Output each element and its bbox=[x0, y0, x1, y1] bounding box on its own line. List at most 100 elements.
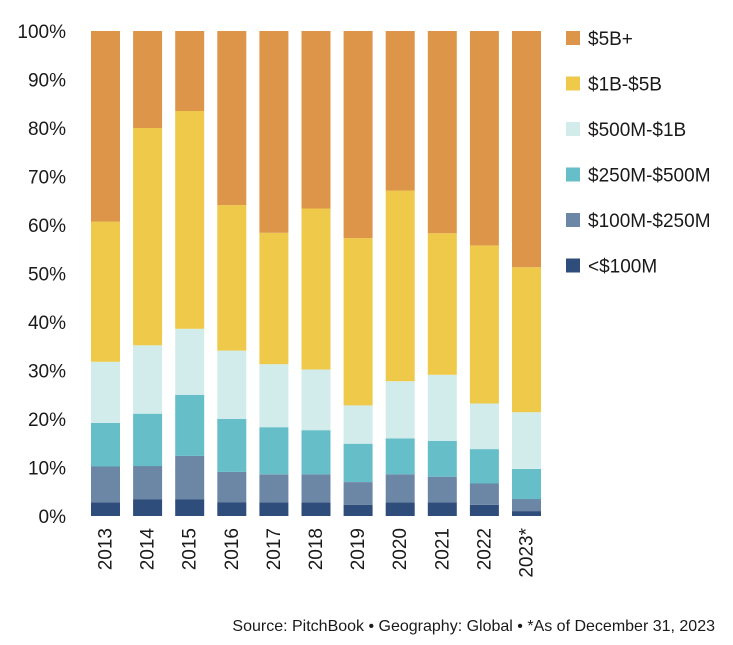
bar-segment bbox=[427, 31, 457, 234]
y-tick-label: 60% bbox=[28, 216, 66, 237]
bar-segment bbox=[259, 364, 289, 428]
x-tick-label: 2016 bbox=[222, 528, 243, 570]
bar-segment bbox=[427, 233, 457, 375]
bar-segment bbox=[385, 31, 415, 191]
bar-segment bbox=[175, 499, 205, 516]
legend-label: <$100M bbox=[588, 257, 657, 278]
bar-segment bbox=[133, 466, 163, 500]
bar-segment bbox=[343, 504, 373, 516]
y-tick-label: 100% bbox=[17, 22, 66, 43]
x-tick-label: 2018 bbox=[306, 528, 327, 570]
legend-label: $5B+ bbox=[588, 29, 633, 50]
bar-segment bbox=[512, 511, 541, 516]
bar-segment bbox=[133, 413, 163, 467]
x-tick-label: 2023* bbox=[517, 527, 538, 577]
bar-segment bbox=[133, 345, 163, 414]
bar-segment bbox=[217, 350, 247, 419]
bar-segment bbox=[259, 474, 289, 503]
y-tick-label: 20% bbox=[28, 410, 66, 431]
bar-segment bbox=[427, 440, 457, 477]
bar-segment bbox=[469, 403, 499, 450]
x-tick-label: 2019 bbox=[348, 528, 369, 570]
bar-segment bbox=[301, 430, 331, 475]
bar-segment bbox=[91, 422, 120, 467]
stacked-bar-chart: 0% 10% 20% 30% 40% 50% 60% 70% 80% 90% 100% 2013 20… bbox=[17, 22, 711, 578]
bar-segment bbox=[217, 502, 247, 516]
bar-segment bbox=[512, 31, 541, 268]
bar-segment bbox=[259, 502, 289, 516]
y-axis: 0% 10% 20% 30% 40% 50% 60% 70% 80% 90% 100% bbox=[17, 22, 66, 528]
y-tick-label: 80% bbox=[28, 119, 66, 140]
y-tick-label: 10% bbox=[28, 459, 66, 480]
bar-segment bbox=[217, 419, 247, 472]
bar-segment bbox=[469, 245, 499, 404]
y-tick-label: 70% bbox=[28, 168, 66, 189]
bar-segment bbox=[343, 31, 373, 239]
x-tick-label: 2015 bbox=[180, 528, 201, 570]
bar-segment bbox=[301, 369, 331, 431]
y-tick-label: 40% bbox=[28, 313, 66, 334]
bar-segment bbox=[512, 267, 541, 413]
x-tick-label: 2021 bbox=[432, 528, 453, 570]
legend-swatch bbox=[566, 213, 580, 227]
legend-swatch bbox=[566, 122, 580, 136]
bar-segment bbox=[133, 128, 163, 346]
bar-segment bbox=[175, 111, 205, 329]
x-tick-label: 2020 bbox=[390, 528, 411, 570]
bar-segment bbox=[385, 190, 415, 382]
bar-segment bbox=[343, 238, 373, 406]
bar-segment bbox=[259, 232, 289, 365]
bar-segment bbox=[427, 476, 457, 503]
bar-segment bbox=[512, 469, 541, 500]
y-tick-label: 90% bbox=[28, 71, 66, 92]
bar-segment bbox=[385, 438, 415, 475]
legend: $5B+ $1B-$5B $500M-$1B $250M-$500M $100M-$25… bbox=[566, 29, 711, 278]
bar-segment bbox=[512, 412, 541, 469]
bar-segment bbox=[259, 31, 289, 233]
y-tick-label: 50% bbox=[28, 265, 66, 286]
bar-segment bbox=[301, 31, 331, 209]
bar-segment bbox=[91, 502, 120, 516]
bar-segment bbox=[91, 361, 120, 423]
bar-segment bbox=[91, 31, 120, 222]
x-tick-label: 2013 bbox=[96, 528, 117, 570]
bar-segment bbox=[301, 502, 331, 516]
legend-label: $100M-$250M bbox=[588, 211, 711, 232]
bar-segment bbox=[385, 381, 415, 439]
bar-segment bbox=[91, 221, 120, 362]
legend-label: $500M-$1B bbox=[588, 120, 686, 141]
bar-segment bbox=[469, 449, 499, 484]
bar-segment bbox=[427, 502, 457, 516]
y-tick-label: 30% bbox=[28, 362, 66, 383]
bar-segment bbox=[385, 502, 415, 516]
bars bbox=[91, 31, 541, 516]
bar-segment bbox=[343, 482, 373, 505]
y-tick-label: 0% bbox=[39, 507, 67, 528]
bar-segment bbox=[217, 205, 247, 351]
x-tick-label: 2014 bbox=[138, 528, 159, 571]
bar-segment bbox=[469, 504, 499, 516]
bar-segment bbox=[469, 483, 499, 505]
legend-label: $250M-$500M bbox=[588, 166, 711, 187]
source-note: Source: PitchBook • Geography: Global • … bbox=[232, 618, 715, 635]
bar-segment bbox=[175, 31, 205, 111]
legend-label: $1B-$5B bbox=[588, 75, 662, 96]
bar-segment bbox=[175, 394, 205, 456]
bar-segment bbox=[175, 328, 205, 395]
bar-segment bbox=[512, 499, 541, 512]
x-axis: 2013 2014 2015 2016 2017 2018 2019 2020 2021 2022… bbox=[96, 527, 538, 577]
bar-segment bbox=[259, 427, 289, 475]
bar-segment bbox=[217, 471, 247, 503]
bar-segment bbox=[469, 31, 499, 246]
bar-segment bbox=[427, 374, 457, 441]
bar-segment bbox=[343, 443, 373, 482]
legend-swatch bbox=[566, 76, 580, 91]
bar-segment bbox=[301, 208, 331, 370]
bar-segment bbox=[91, 466, 120, 503]
bar-segment bbox=[133, 31, 163, 128]
bar-segment bbox=[343, 405, 373, 444]
bar-segment bbox=[301, 474, 331, 503]
legend-swatch bbox=[566, 258, 580, 273]
bar-segment bbox=[175, 455, 205, 500]
legend-swatch bbox=[566, 31, 580, 45]
